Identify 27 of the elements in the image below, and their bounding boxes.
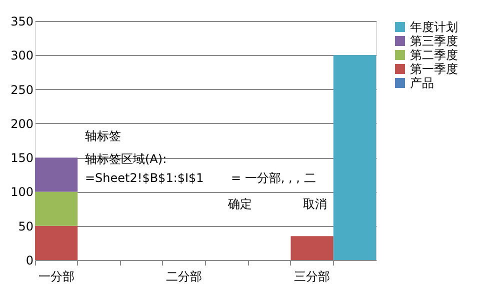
- bar: [35, 226, 78, 260]
- legend-label: 第三季度: [410, 34, 458, 48]
- y-tick-label: 200: [10, 116, 34, 131]
- y-tick-label: 150: [10, 151, 34, 166]
- y-tick-label: 250: [10, 82, 34, 97]
- y-tick-label: 50: [18, 219, 34, 234]
- annotation: 轴标签: [85, 129, 121, 143]
- legend-label: 年度计划: [410, 20, 458, 34]
- x-tick-label: 三分部: [294, 270, 330, 284]
- x-tick-label: 一分部: [38, 270, 74, 284]
- legend-label: 产品: [410, 76, 434, 90]
- annotation: =Sheet2!$B$1:$I$1: [85, 171, 204, 185]
- legend-label: 第二季度: [410, 48, 458, 62]
- annotation: 确定: [227, 197, 252, 211]
- bar: [290, 236, 334, 260]
- x-tick-label: 二分部: [166, 270, 202, 284]
- annotation: 取消: [303, 197, 327, 211]
- annotation: 轴标签区域(A):: [85, 152, 167, 166]
- bar: [35, 158, 78, 192]
- y-tick-label: 0: [26, 254, 34, 268]
- annotation: = 一分部, , , 二: [231, 171, 316, 185]
- bar: [35, 192, 78, 226]
- bar: [333, 55, 376, 260]
- y-tick-label: 350: [10, 14, 34, 28]
- y-tick-label: 100: [10, 185, 34, 200]
- legend-label: 第一季度: [410, 62, 458, 76]
- y-tick-label: 300: [10, 48, 34, 63]
